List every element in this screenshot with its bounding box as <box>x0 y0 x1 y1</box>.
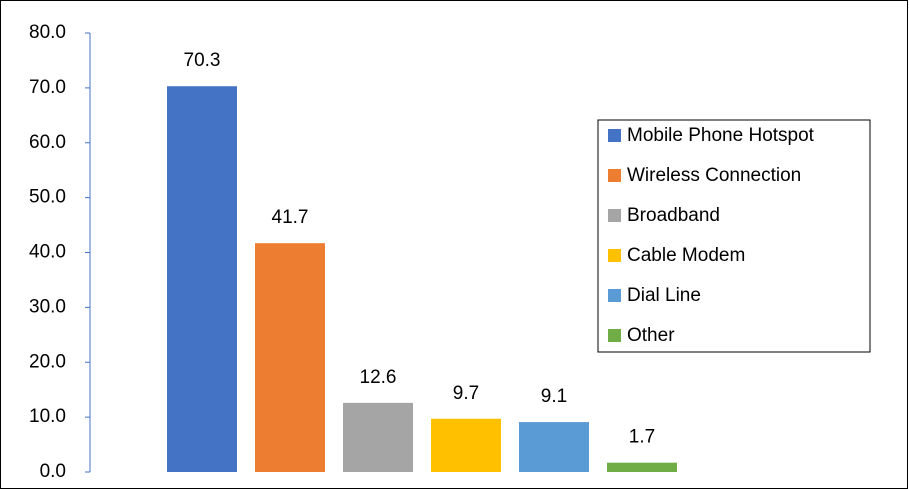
data-label: 1.7 <box>629 427 655 448</box>
bar <box>167 86 237 472</box>
legend-swatch <box>608 209 621 222</box>
y-tick-label: 40.0 <box>29 242 66 263</box>
legend-label: Broadband <box>627 205 720 226</box>
y-tick-label: 80.0 <box>29 22 66 43</box>
bar <box>607 462 677 472</box>
bar <box>255 243 325 472</box>
legend-label: Other <box>627 325 675 346</box>
data-label: 70.3 <box>184 50 221 71</box>
legend-box <box>597 119 871 353</box>
y-tick-label: 50.0 <box>29 187 66 208</box>
legend-swatch <box>608 289 621 302</box>
y-tick-label: 10.0 <box>29 406 66 427</box>
data-label: 12.6 <box>360 367 397 388</box>
bar <box>519 422 589 472</box>
y-tick-label: 0.0 <box>40 461 66 482</box>
bar <box>431 418 501 472</box>
legend-swatch <box>608 129 621 142</box>
data-label: 9.7 <box>453 383 479 404</box>
legend-label: Wireless Connection <box>627 165 801 186</box>
legend-label: Dial Line <box>627 285 701 306</box>
data-label: 41.7 <box>272 207 309 228</box>
y-tick-label: 70.0 <box>29 77 66 98</box>
legend-label: Cable Modem <box>627 245 745 266</box>
bar <box>343 402 413 472</box>
legend-swatch <box>608 249 621 262</box>
y-tick-label: 30.0 <box>29 296 66 317</box>
legend-swatch <box>608 329 621 342</box>
y-tick-label: 20.0 <box>29 351 66 372</box>
legend-label: Mobile Phone Hotspot <box>627 125 815 146</box>
y-tick-label: 60.0 <box>29 132 66 153</box>
data-label: 9.1 <box>541 386 567 407</box>
legend-swatch <box>608 169 621 182</box>
